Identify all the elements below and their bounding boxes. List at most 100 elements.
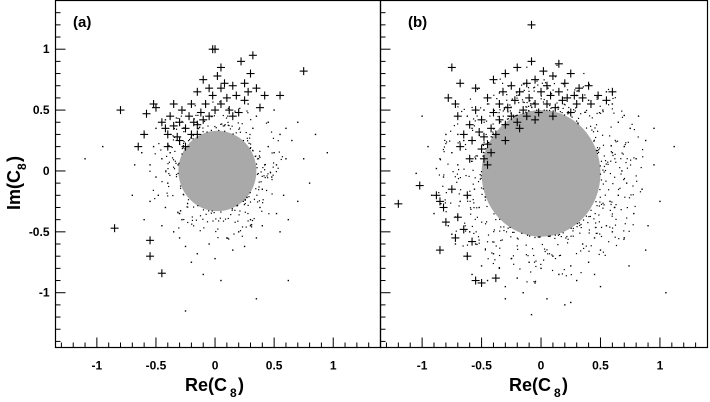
cross-marker: [548, 71, 557, 80]
scatter-point: [593, 237, 596, 239]
halo-point: [602, 251, 604, 253]
halo-point: [559, 254, 562, 256]
halo-point: [580, 272, 582, 274]
cross-marker: [468, 237, 477, 246]
x-tick-label: 0.5: [592, 359, 609, 373]
halo-point: [511, 98, 513, 100]
cross-marker: [157, 269, 166, 278]
cross-marker: [542, 99, 551, 108]
scatter-point: [314, 133, 317, 136]
halo-point: [546, 249, 548, 251]
halo-point: [158, 142, 160, 145]
halo-point: [551, 254, 553, 256]
halo-point: [442, 185, 444, 187]
cross-marker: [435, 246, 444, 255]
cross-marker: [169, 99, 178, 108]
halo-point: [613, 112, 615, 114]
halo-point: [578, 222, 580, 224]
halo-point: [171, 157, 174, 159]
halo-point: [517, 238, 519, 240]
halo-point: [602, 207, 604, 209]
scatter-point: [202, 273, 204, 276]
halo-point: [589, 215, 591, 218]
halo-point: [186, 206, 188, 208]
halo-point: [599, 233, 601, 235]
halo-point: [498, 266, 500, 269]
halo-point: [256, 194, 258, 196]
scatter-point: [267, 145, 269, 148]
scatter-point: [614, 206, 616, 209]
halo-point: [259, 156, 261, 158]
halo-point: [537, 236, 539, 238]
halo-point: [604, 194, 606, 196]
scatter-point: [287, 279, 290, 282]
halo-point: [516, 114, 518, 116]
halo-point: [547, 253, 549, 255]
halo-point: [471, 129, 474, 132]
halo-point: [615, 204, 617, 206]
halo-point: [610, 126, 612, 128]
halo-point: [523, 89, 525, 91]
scatter-point: [471, 127, 473, 130]
cross-marker: [415, 181, 424, 190]
halo-point: [267, 177, 269, 179]
halo-point: [554, 237, 556, 240]
halo-point: [262, 202, 264, 204]
scatter-point: [181, 218, 183, 221]
halo-point: [642, 156, 644, 158]
halo-point: [245, 131, 247, 134]
scatter-point: [435, 167, 438, 170]
halo-point: [473, 232, 475, 235]
halo-point: [615, 161, 617, 163]
halo-point: [239, 107, 241, 109]
halo-point: [182, 147, 184, 149]
halo-point: [529, 103, 532, 105]
halo-point: [217, 228, 219, 230]
halo-point: [454, 176, 456, 178]
halo-point: [552, 110, 554, 112]
halo-point: [543, 248, 546, 250]
halo-point: [596, 112, 598, 115]
halo-point: [591, 117, 593, 119]
halo-point: [493, 94, 495, 96]
scatter-point: [457, 133, 459, 136]
halo-point: [479, 174, 481, 176]
cross-marker: [232, 91, 241, 100]
halo-point: [630, 159, 632, 161]
cross-marker: [252, 84, 261, 93]
halo-point: [438, 192, 440, 194]
halo-point: [217, 236, 219, 239]
scatter-point: [504, 298, 507, 300]
halo-point: [633, 128, 636, 131]
scatter-point: [155, 127, 157, 130]
scatter-point: [611, 231, 614, 233]
scatter-point: [259, 206, 261, 209]
scatter-point: [611, 151, 614, 154]
scatter-point: [249, 218, 252, 221]
halo-point: [484, 248, 486, 250]
halo-point: [498, 254, 501, 257]
halo-point: [612, 154, 614, 157]
halo-point: [188, 138, 191, 141]
halo-point: [248, 142, 250, 144]
halo-point: [597, 130, 599, 132]
halo-point: [483, 141, 485, 143]
halo-point: [187, 221, 189, 224]
halo-point: [479, 178, 481, 180]
cross-marker: [487, 124, 496, 133]
halo-point: [250, 119, 252, 121]
halo-point: [528, 90, 530, 92]
halo-point: [595, 222, 597, 224]
halo-point: [444, 202, 446, 204]
halo-point: [614, 158, 616, 160]
halo-point: [620, 173, 622, 175]
halo-point: [494, 259, 496, 261]
halo-point: [584, 94, 586, 96]
halo-point: [252, 149, 254, 151]
halo-point: [177, 164, 180, 166]
halo-point: [626, 217, 628, 219]
halo-point: [470, 160, 473, 162]
scatter-point: [504, 285, 507, 288]
halo-point: [485, 133, 487, 136]
cross-marker: [519, 106, 528, 115]
